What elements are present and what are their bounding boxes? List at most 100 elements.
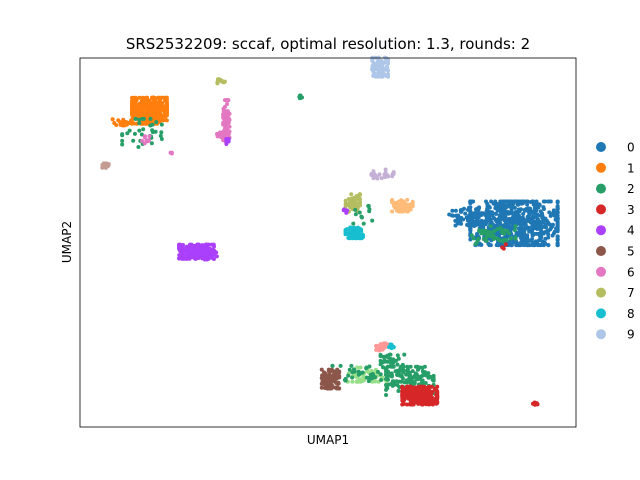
data-point <box>428 397 433 402</box>
data-point <box>125 131 130 136</box>
legend-marker <box>596 287 606 298</box>
data-point <box>408 384 413 389</box>
data-point <box>390 174 395 179</box>
data-point <box>357 210 362 215</box>
data-point <box>389 374 394 379</box>
data-point <box>447 212 452 217</box>
data-point <box>150 128 155 133</box>
data-point <box>158 133 163 138</box>
data-point <box>479 211 484 216</box>
data-point <box>494 218 499 223</box>
data-point <box>395 383 400 388</box>
data-point <box>381 359 386 364</box>
legend-label: 1 <box>627 161 635 175</box>
data-point <box>366 379 371 384</box>
data-point <box>343 201 348 206</box>
data-point <box>450 208 455 213</box>
data-point <box>416 384 421 389</box>
data-point <box>512 228 517 233</box>
data-point <box>227 124 232 129</box>
data-point <box>459 221 464 226</box>
data-point <box>516 207 521 212</box>
data-point <box>527 227 532 232</box>
chart-title: SRS2532209: sccaf, optimal resolution: 1… <box>126 35 530 53</box>
data-point <box>402 352 407 357</box>
legend-marker <box>596 308 606 319</box>
data-point <box>370 379 375 384</box>
data-point <box>350 375 355 380</box>
data-point <box>396 356 401 361</box>
data-point <box>396 199 401 204</box>
data-point <box>518 235 523 240</box>
data-point <box>205 247 210 252</box>
data-point <box>405 197 410 202</box>
data-point <box>345 208 350 213</box>
data-point <box>320 373 325 378</box>
data-point <box>546 220 551 225</box>
data-point <box>524 218 529 223</box>
data-point <box>354 379 359 384</box>
data-point <box>379 378 384 383</box>
data-point <box>106 162 111 167</box>
data-point <box>509 225 514 230</box>
data-point <box>406 396 411 401</box>
data-point <box>227 111 232 116</box>
data-point <box>481 237 486 242</box>
data-point <box>410 402 415 407</box>
data-point <box>369 368 374 373</box>
data-point <box>522 231 527 236</box>
data-point <box>367 364 372 369</box>
data-point <box>393 205 398 210</box>
data-point <box>394 379 399 384</box>
data-point <box>459 215 464 220</box>
data-point <box>504 238 509 243</box>
data-point <box>359 214 364 219</box>
data-point <box>142 134 147 139</box>
data-point <box>522 207 527 212</box>
data-point <box>188 244 193 249</box>
data-point <box>422 401 427 406</box>
data-point <box>179 251 184 256</box>
data-point <box>505 210 510 215</box>
data-point <box>390 379 395 384</box>
data-point <box>323 375 328 380</box>
data-point <box>396 209 401 214</box>
data-point <box>140 116 145 121</box>
data-point <box>330 363 335 368</box>
data-point <box>347 232 352 237</box>
data-point <box>500 199 505 204</box>
data-point <box>429 384 434 389</box>
data-point <box>327 386 332 391</box>
data-point <box>353 207 358 212</box>
data-point <box>211 257 216 261</box>
data-point <box>388 352 393 357</box>
data-point <box>384 376 389 381</box>
data-point <box>488 234 493 239</box>
data-point <box>514 219 519 224</box>
data-point <box>384 393 389 398</box>
data-point <box>195 242 200 247</box>
data-point <box>389 342 394 347</box>
data-point <box>327 371 332 376</box>
data-point <box>224 109 229 114</box>
data-point <box>385 353 390 358</box>
data-point <box>504 204 509 209</box>
data-point <box>534 231 539 236</box>
data-point <box>323 371 328 376</box>
data-point <box>319 367 324 372</box>
data-point <box>343 228 348 232</box>
data-point <box>484 216 489 221</box>
data-point <box>350 379 355 384</box>
data-point <box>343 198 348 203</box>
data-point <box>525 214 530 219</box>
data-point <box>390 209 395 214</box>
legend-label: 8 <box>627 307 635 321</box>
data-point <box>200 243 205 248</box>
data-point <box>510 205 515 210</box>
data-point <box>116 118 121 123</box>
data-point <box>376 67 381 72</box>
data-point <box>555 234 560 239</box>
data-point <box>509 211 514 216</box>
data-point <box>346 373 351 378</box>
